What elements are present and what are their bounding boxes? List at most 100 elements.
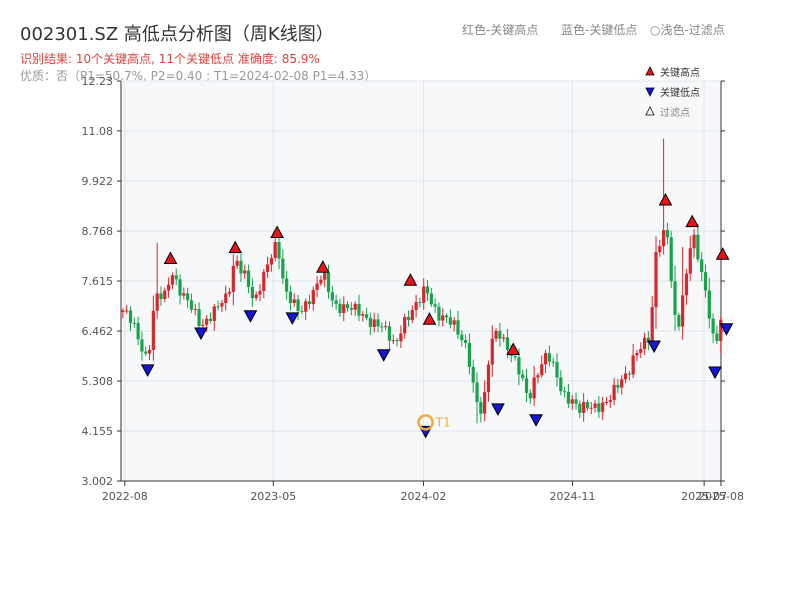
candle-body — [444, 315, 449, 318]
candle-body — [452, 320, 456, 325]
candle-body — [620, 379, 624, 388]
candle-body — [227, 291, 232, 294]
t1-ring — [417, 414, 434, 431]
candle-body — [456, 320, 460, 335]
candle-body — [178, 279, 182, 296]
candle-body — [502, 337, 506, 339]
x-tick-label: 2024-11 — [550, 490, 596, 503]
legend-high-icon — [645, 66, 655, 76]
chart-title: 002301.SZ 高低点分析图（周K线图） — [20, 24, 334, 45]
candle-body — [246, 270, 251, 287]
candle-body — [543, 353, 548, 365]
candle-body — [711, 318, 715, 334]
candle-body — [277, 241, 281, 259]
candle-body — [517, 357, 521, 375]
candle-body — [182, 293, 186, 296]
y-tick-label: 8.768 — [82, 225, 114, 238]
candle-body — [365, 314, 369, 318]
candle-body — [479, 402, 483, 414]
legend-filtered-icon — [645, 106, 655, 116]
candle-body — [486, 364, 491, 393]
candle-body — [250, 286, 254, 299]
candle-body — [189, 300, 194, 310]
legend-low-label: 关键低点 — [660, 86, 700, 99]
candle-body — [163, 290, 167, 299]
candle-body — [170, 275, 175, 285]
candle-body — [555, 362, 559, 378]
candle-body — [441, 315, 445, 321]
candle-body — [490, 338, 494, 365]
candle-body — [692, 234, 696, 249]
candle-body — [551, 361, 555, 363]
candle-body — [532, 377, 536, 399]
candle-body — [288, 291, 293, 303]
key-high-marker — [422, 312, 437, 325]
x-tick-label: 2025-07 — [681, 490, 727, 503]
candle-body — [224, 293, 228, 304]
candle-body — [132, 322, 136, 324]
candle-body — [128, 310, 133, 323]
candle-body — [166, 284, 171, 291]
candle-body — [281, 258, 285, 279]
candle-body — [601, 402, 605, 412]
candle-body — [536, 375, 540, 378]
candle-body — [345, 304, 350, 309]
candle-body — [528, 392, 532, 399]
candle-body — [582, 402, 586, 413]
candle-body — [395, 340, 399, 342]
candle-body — [677, 315, 681, 327]
candle-body — [330, 292, 334, 301]
key-low-marker — [140, 364, 155, 377]
legend-note-high: 红色-关键高点 — [462, 23, 539, 37]
candle-body — [349, 308, 353, 310]
candle-body — [262, 271, 266, 292]
candle-body — [703, 272, 708, 291]
candle-body — [285, 278, 289, 292]
candle-body — [239, 260, 243, 274]
candle-body — [220, 303, 224, 307]
candle-body — [437, 306, 441, 321]
candle-body — [326, 272, 331, 293]
candle-body — [357, 303, 361, 316]
candle-body — [433, 304, 437, 307]
candle-body — [304, 301, 308, 312]
candle-body — [338, 303, 342, 313]
candle-body — [585, 402, 590, 409]
candle-body — [125, 310, 129, 312]
candle-body — [159, 293, 163, 299]
candle-body — [505, 337, 510, 351]
candle-body — [323, 272, 327, 280]
key-low-marker — [529, 414, 543, 427]
candle-body — [570, 399, 574, 404]
candle-body — [212, 306, 216, 321]
candle-body — [498, 330, 502, 339]
candle-body — [464, 340, 468, 343]
candle-body — [559, 377, 563, 392]
y-tick-label: 3.002 — [82, 475, 114, 488]
candle-body — [342, 304, 346, 313]
candle-body — [471, 366, 475, 383]
candle-body — [243, 270, 247, 274]
candle-body — [361, 314, 365, 316]
candle-body — [719, 319, 723, 342]
key-low-marker — [285, 312, 300, 325]
candle-body — [715, 333, 719, 342]
quality-summary: 优质：否（P1=50.7%, P2=0.40 ; T1=2024-02-08 P… — [20, 69, 377, 83]
candle-body — [673, 281, 677, 316]
x-tick-label: 2025-08 — [698, 490, 744, 503]
candle-body — [235, 260, 239, 266]
candle-body — [273, 241, 277, 258]
legend-note-filtered: ○浅色-过滤点 — [650, 23, 725, 37]
candle-body — [566, 391, 571, 404]
key-high-marker — [228, 240, 243, 254]
candle-body — [269, 257, 274, 265]
candle-body — [700, 259, 704, 273]
candle-body — [387, 326, 392, 341]
candle-body — [414, 302, 418, 310]
key-high-marker — [270, 225, 284, 239]
candle-body — [654, 252, 658, 308]
candle-body — [513, 355, 517, 358]
candle-body — [399, 333, 403, 342]
candle-body — [707, 290, 711, 319]
